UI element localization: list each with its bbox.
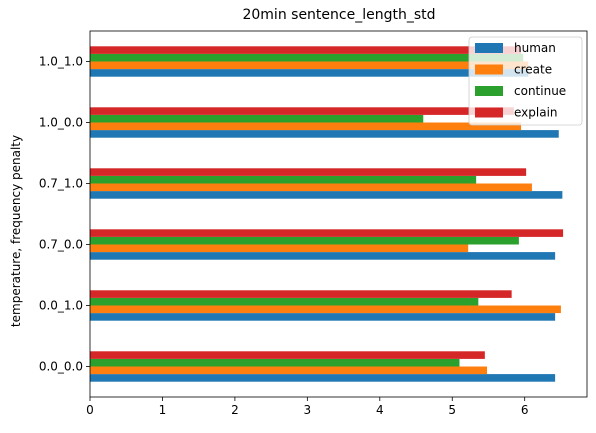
legend-swatch-continue	[475, 86, 503, 96]
bar-explain-0.7_1.0	[90, 168, 527, 176]
bar-create-1.0_0.0	[90, 122, 522, 131]
bar-explain-0.0_1.0	[90, 290, 512, 298]
bar-continue-1.0_0.0	[90, 114, 424, 123]
bar-continue-0.7_0.0	[90, 236, 519, 245]
plot-frame	[89, 30, 588, 398]
bar-create-0.7_1.0	[90, 183, 532, 192]
legend-swatch-human	[475, 43, 503, 53]
bar-explain-0.0_0.0	[90, 351, 485, 359]
legend-swatch-create	[475, 64, 503, 75]
x-axis: 0 1 2 3 4 5 6	[86, 397, 529, 417]
bar-explain-1.0_1.0	[90, 46, 522, 54]
bar-explain-1.0_0.0	[90, 107, 514, 115]
y-axis: 0.0_0.0 0.0_1.0 0.7_0.0 0.7_1.0 1.0_0.0 1.0_1…	[39, 55, 90, 374]
plot-border	[89, 30, 588, 398]
bar-human-0.7_1.0	[90, 191, 563, 199]
x-tick-label-5: 5	[448, 403, 456, 417]
legend: human create continue explain	[468, 36, 583, 126]
y-tick-label-0.7_1.0: 0.7_1.0	[39, 177, 83, 191]
x-tick-label-6: 6	[521, 403, 529, 417]
legend-box	[468, 36, 583, 126]
bar-create-0.7_0.0	[90, 244, 469, 253]
bar-continue-0.7_1.0	[90, 175, 477, 184]
x-tick-label-3: 3	[304, 403, 312, 417]
bar-human-1.0_1.0	[90, 69, 529, 77]
x-tick-label-4: 4	[376, 403, 384, 417]
y-tick-label-1.0_1.0: 1.0_1.0	[39, 55, 83, 69]
bar-explain-0.7_0.0	[90, 229, 564, 237]
legend-label-create: create	[514, 63, 552, 77]
y-axis-label: temperature, frequency penalty	[9, 135, 23, 327]
bar-continue-0.0_0.0	[90, 358, 460, 367]
bars-group	[90, 46, 564, 382]
legend-label-human: human	[514, 41, 556, 55]
legend-label-explain: explain	[514, 106, 558, 120]
y-tick-label-1.0_0.0: 1.0_0.0	[39, 116, 83, 130]
bar-continue-1.0_1.0	[90, 53, 524, 62]
bar-human-0.7_0.0	[90, 252, 556, 260]
y-tick-label-0.7_0.0: 0.7_0.0	[39, 238, 83, 252]
y-tick-label-0.0_0.0: 0.0_0.0	[39, 360, 83, 374]
y-tick-label-0.0_1.0: 0.0_1.0	[39, 299, 83, 313]
bar-continue-0.0_1.0	[90, 297, 479, 306]
bar-create-0.0_1.0	[90, 305, 561, 314]
bar-create-1.0_1.0	[90, 61, 529, 70]
x-tick-label-0: 0	[86, 403, 94, 417]
legend-label-continue: continue	[514, 84, 566, 98]
bar-human-1.0_0.0	[90, 130, 559, 138]
chart-title: 20min sentence_length_std	[242, 7, 435, 23]
x-tick-label-2: 2	[231, 403, 239, 417]
x-tick-label-1: 1	[159, 403, 167, 417]
legend-swatch-explain	[475, 107, 503, 118]
bar-human-0.0_0.0	[90, 374, 556, 382]
bar-create-0.0_0.0	[90, 366, 488, 375]
bar-human-0.0_1.0	[90, 313, 556, 321]
